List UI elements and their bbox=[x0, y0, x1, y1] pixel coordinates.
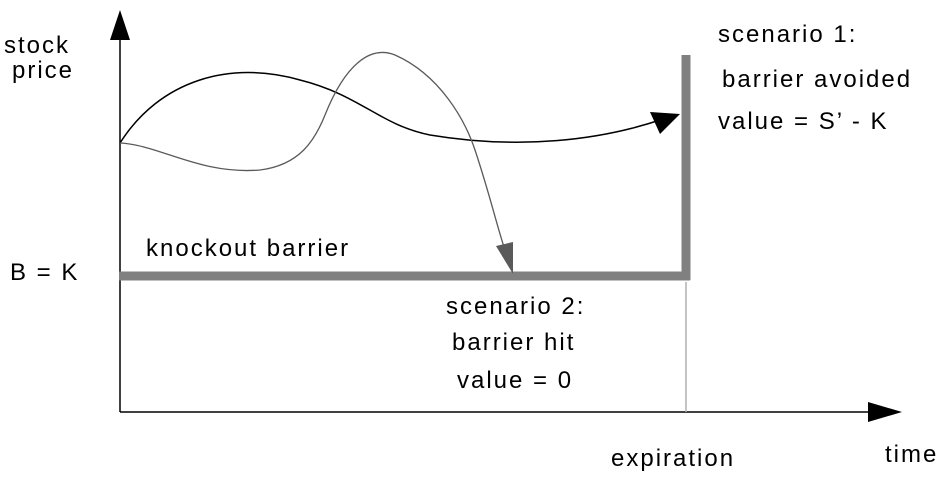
path-scenario-1 bbox=[119, 71, 661, 144]
expiration-label: expiration bbox=[611, 445, 735, 472]
y-axis-label-line1: stock bbox=[4, 32, 70, 59]
x-axis-label: time bbox=[885, 441, 938, 468]
scenario1-title: scenario 1: bbox=[718, 21, 857, 48]
y-axis-label-line2: price bbox=[12, 57, 74, 84]
x-axis-arrowhead bbox=[868, 402, 902, 422]
scenario2-line2: barrier hit bbox=[452, 329, 575, 356]
scenario1-line3: value = S’ - K bbox=[718, 108, 889, 135]
barrier-level-label: B = K bbox=[10, 259, 79, 286]
barrier-name-label: knockout barrier bbox=[146, 235, 350, 262]
y-axis-arrowhead bbox=[110, 10, 130, 40]
path-scenario-2-arrowhead bbox=[496, 242, 513, 274]
scenario1-line2: barrier avoided bbox=[722, 66, 912, 93]
scenario2-line3: value = 0 bbox=[457, 367, 573, 394]
path-scenario-2 bbox=[119, 51, 506, 251]
scenario2-title: scenario 2: bbox=[446, 293, 585, 320]
path-scenario-1-arrowhead bbox=[650, 112, 680, 134]
